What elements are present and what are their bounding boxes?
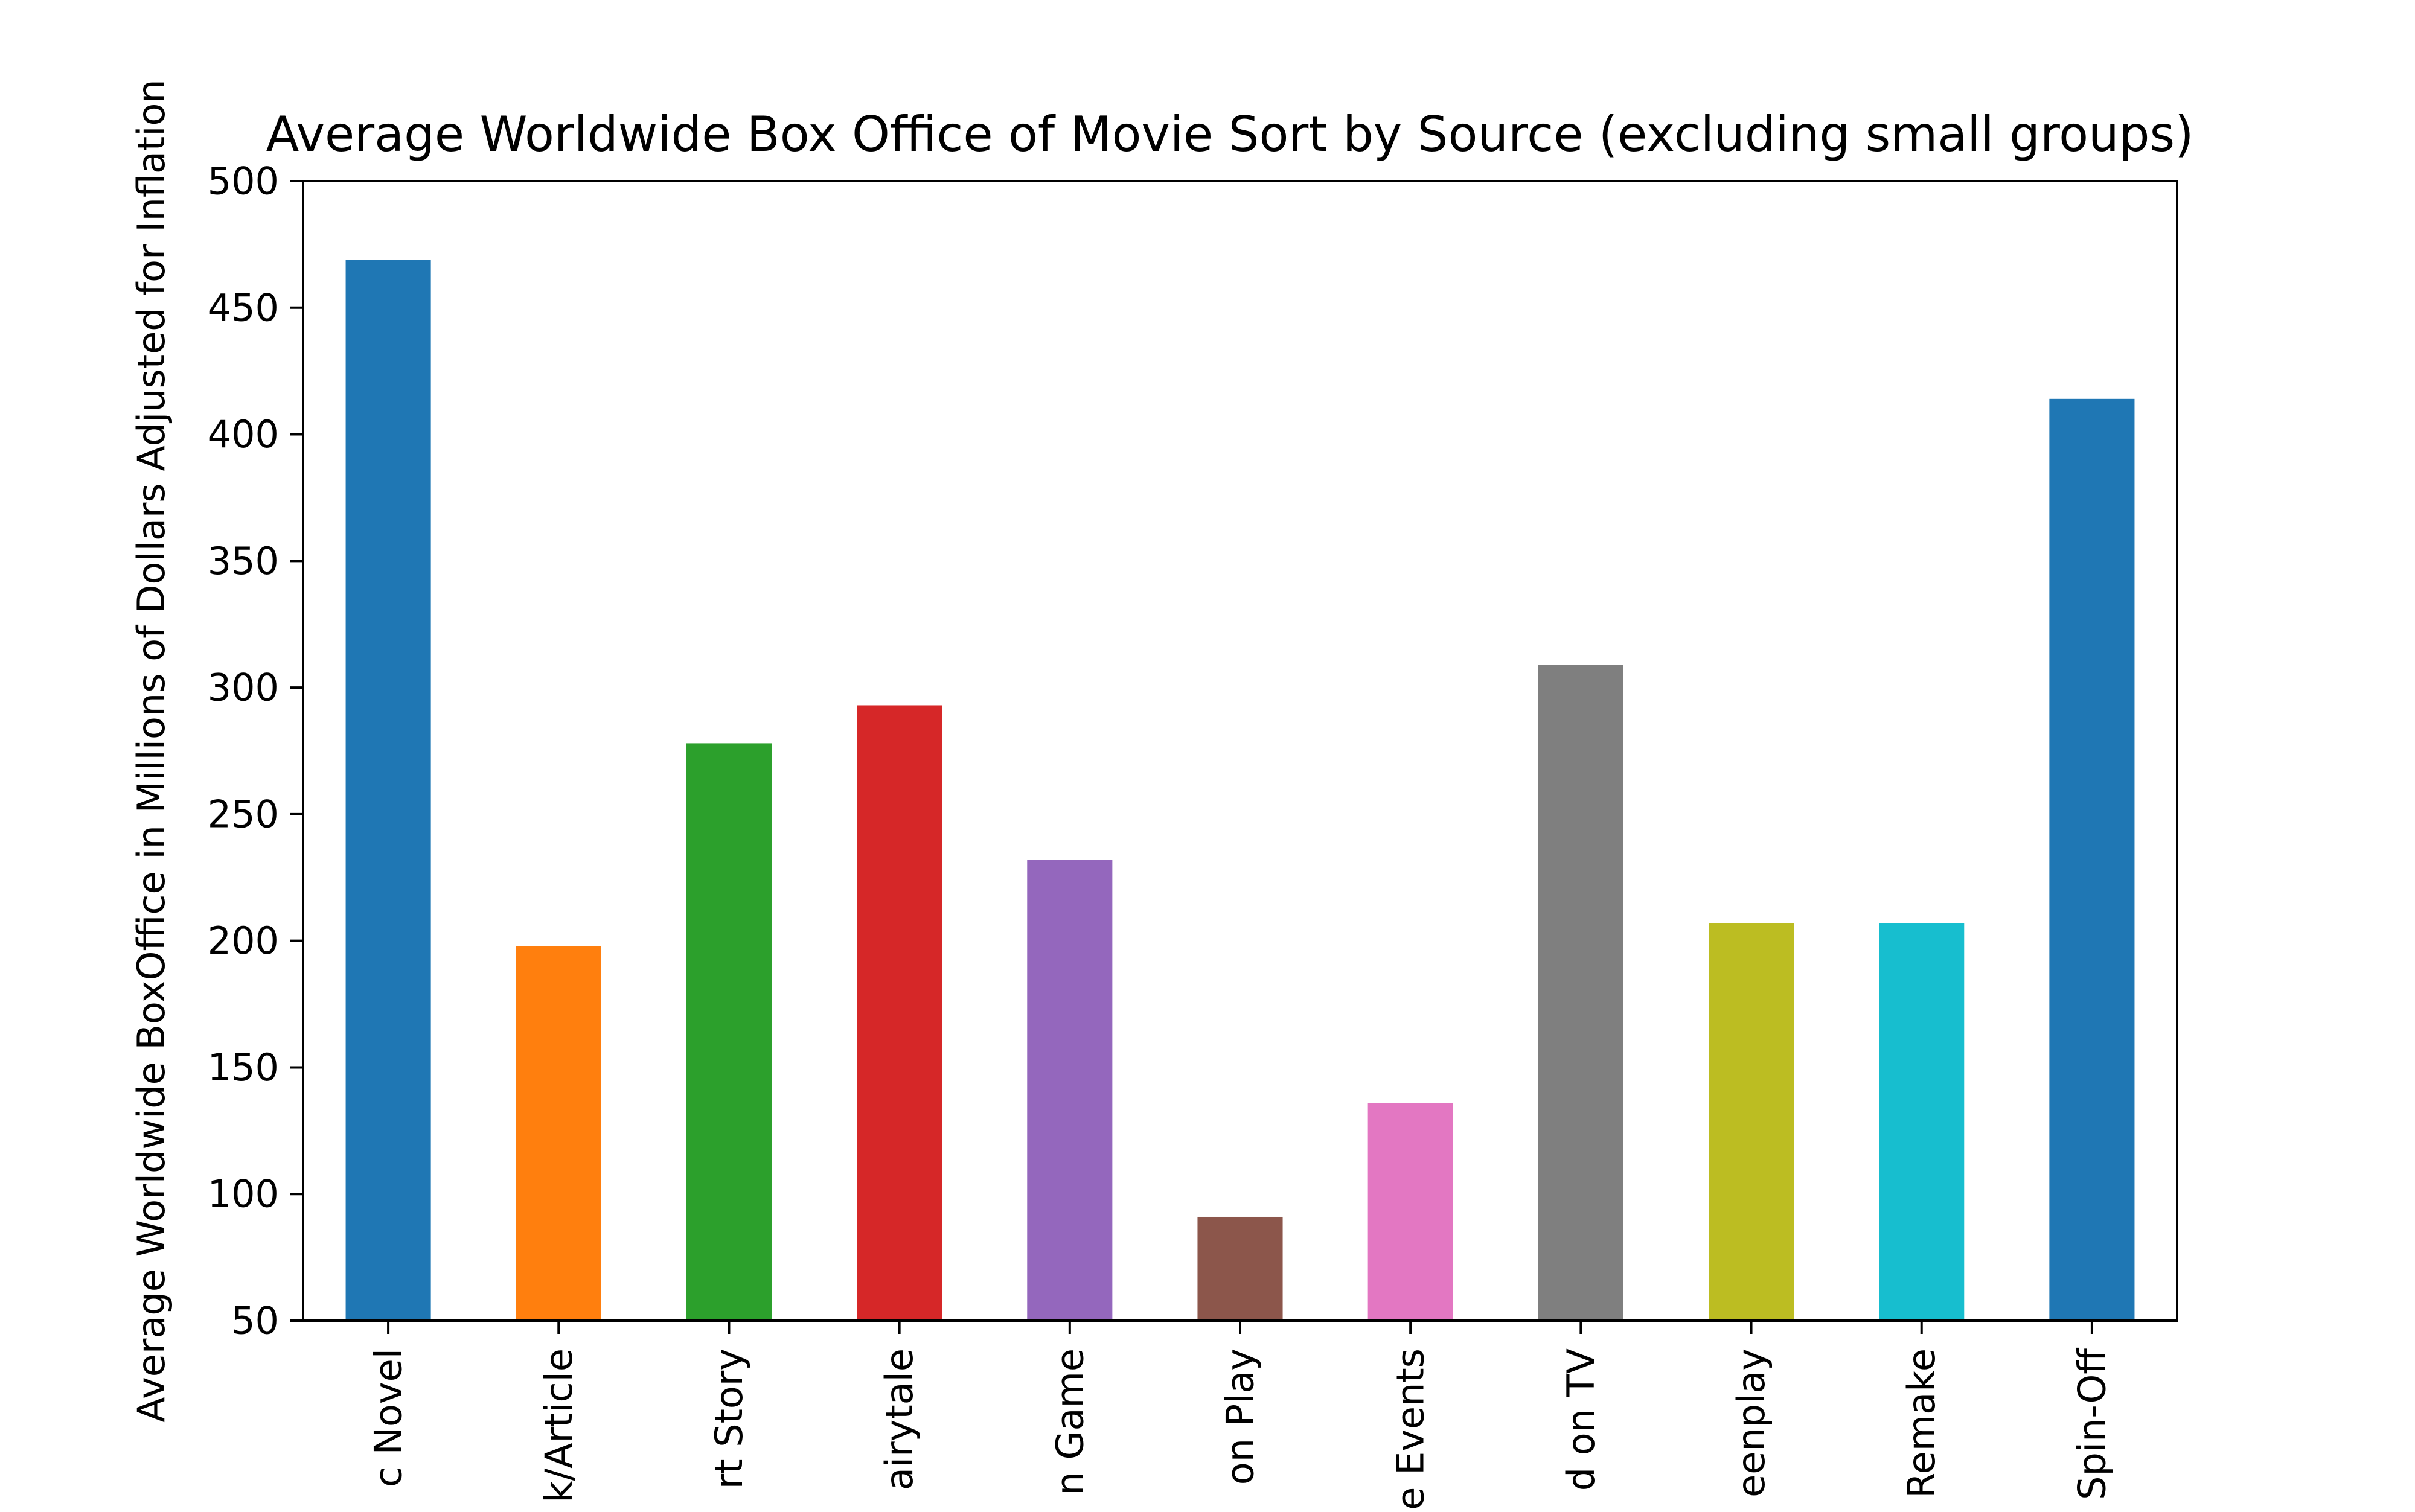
bar-11 [2049, 398, 2135, 1321]
x-axis: c Novel k/Article rt Story airytale n Game on… [366, 1321, 2114, 1510]
y-axis: 50 100 150 200 250 300 350 400 450 500 [208, 159, 303, 1343]
x-tick-label: d on TV [1559, 1348, 1603, 1491]
bar-7 [1367, 1103, 1453, 1321]
y-tick-label: 400 [208, 412, 279, 456]
y-tick-label: 300 [208, 666, 279, 710]
y-tick-label: 250 [208, 792, 279, 836]
bar-3 [686, 743, 772, 1321]
bars-layer [345, 260, 2135, 1321]
x-tick-label: e Events [1389, 1348, 1433, 1509]
bar-9 [1709, 923, 1794, 1321]
y-tick-label: 500 [208, 159, 279, 203]
x-tick-label: on Play [1218, 1348, 1262, 1485]
x-tick-label: c Novel [366, 1348, 411, 1487]
x-tick-label: rt Story [707, 1348, 751, 1489]
y-tick-label: 50 [231, 1299, 279, 1343]
y-tick-label: 350 [208, 539, 279, 583]
x-tick-label: airytale [877, 1348, 921, 1490]
y-tick-label: 150 [208, 1045, 279, 1089]
y-tick-label: 100 [208, 1172, 279, 1216]
y-axis-label: Average Worldwide BoxOffice in Millions … [129, 79, 173, 1422]
x-tick-label: k/Article [537, 1348, 581, 1503]
bar-5 [1027, 860, 1113, 1321]
bar-2 [516, 946, 601, 1321]
x-tick-label: Remake [1899, 1348, 1943, 1499]
bar-1 [345, 260, 431, 1321]
bar-4 [857, 705, 942, 1321]
chart-title: Average Worldwide Box Office of Movie So… [266, 106, 2194, 162]
bar-8 [1538, 665, 1623, 1321]
x-tick-label: Spin-Off [2070, 1348, 2114, 1500]
bar-10 [1879, 923, 1965, 1321]
y-tick-label: 450 [208, 285, 279, 330]
bar-6 [1197, 1216, 1283, 1321]
x-tick-label: eenplay [1729, 1348, 1773, 1498]
x-tick-label: n Game [1048, 1348, 1092, 1496]
y-tick-label: 200 [208, 919, 279, 963]
